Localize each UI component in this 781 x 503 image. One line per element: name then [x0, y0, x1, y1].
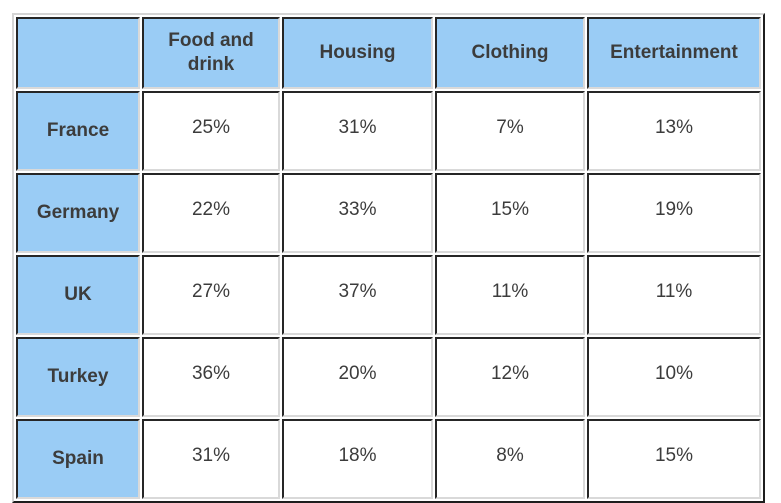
cell-france-entertainment: 13% — [587, 91, 761, 171]
spending-table: Food and drink Housing Clothing Entertai… — [12, 13, 765, 503]
row-header-turkey: Turkey — [16, 337, 140, 417]
cell-germany-food-and-drink: 22% — [142, 173, 280, 253]
row-header-germany: Germany — [16, 173, 140, 253]
table-row-uk: UK 27% 37% 11% 11% — [16, 255, 761, 335]
cell-france-clothing: 7% — [435, 91, 585, 171]
column-header-food-and-drink: Food and drink — [142, 17, 280, 89]
cell-spain-entertainment: 15% — [587, 419, 761, 499]
row-header-france: France — [16, 91, 140, 171]
column-header-clothing: Clothing — [435, 17, 585, 89]
cell-france-housing: 31% — [282, 91, 433, 171]
table-row-france: France 25% 31% 7% 13% — [16, 91, 761, 171]
cell-spain-clothing: 8% — [435, 419, 585, 499]
cell-turkey-food-and-drink: 36% — [142, 337, 280, 417]
header-row: Food and drink Housing Clothing Entertai… — [16, 17, 761, 89]
table-row-germany: Germany 22% 33% 15% 19% — [16, 173, 761, 253]
row-header-uk: UK — [16, 255, 140, 335]
cell-turkey-clothing: 12% — [435, 337, 585, 417]
page-background: Food and drink Housing Clothing Entertai… — [12, 13, 765, 503]
corner-cell — [16, 17, 140, 89]
cell-uk-entertainment: 11% — [587, 255, 761, 335]
table-row-spain: Spain 31% 18% 8% 15% — [16, 419, 761, 499]
cell-germany-entertainment: 19% — [587, 173, 761, 253]
cell-spain-food-and-drink: 31% — [142, 419, 280, 499]
column-header-housing: Housing — [282, 17, 433, 89]
cell-germany-housing: 33% — [282, 173, 433, 253]
table-row-turkey: Turkey 36% 20% 12% 10% — [16, 337, 761, 417]
cell-uk-food-and-drink: 27% — [142, 255, 280, 335]
cell-turkey-entertainment: 10% — [587, 337, 761, 417]
cell-spain-housing: 18% — [282, 419, 433, 499]
cell-germany-clothing: 15% — [435, 173, 585, 253]
row-header-spain: Spain — [16, 419, 140, 499]
cell-uk-housing: 37% — [282, 255, 433, 335]
cell-turkey-housing: 20% — [282, 337, 433, 417]
cell-france-food-and-drink: 25% — [142, 91, 280, 171]
cell-uk-clothing: 11% — [435, 255, 585, 335]
column-header-entertainment: Entertainment — [587, 17, 761, 89]
